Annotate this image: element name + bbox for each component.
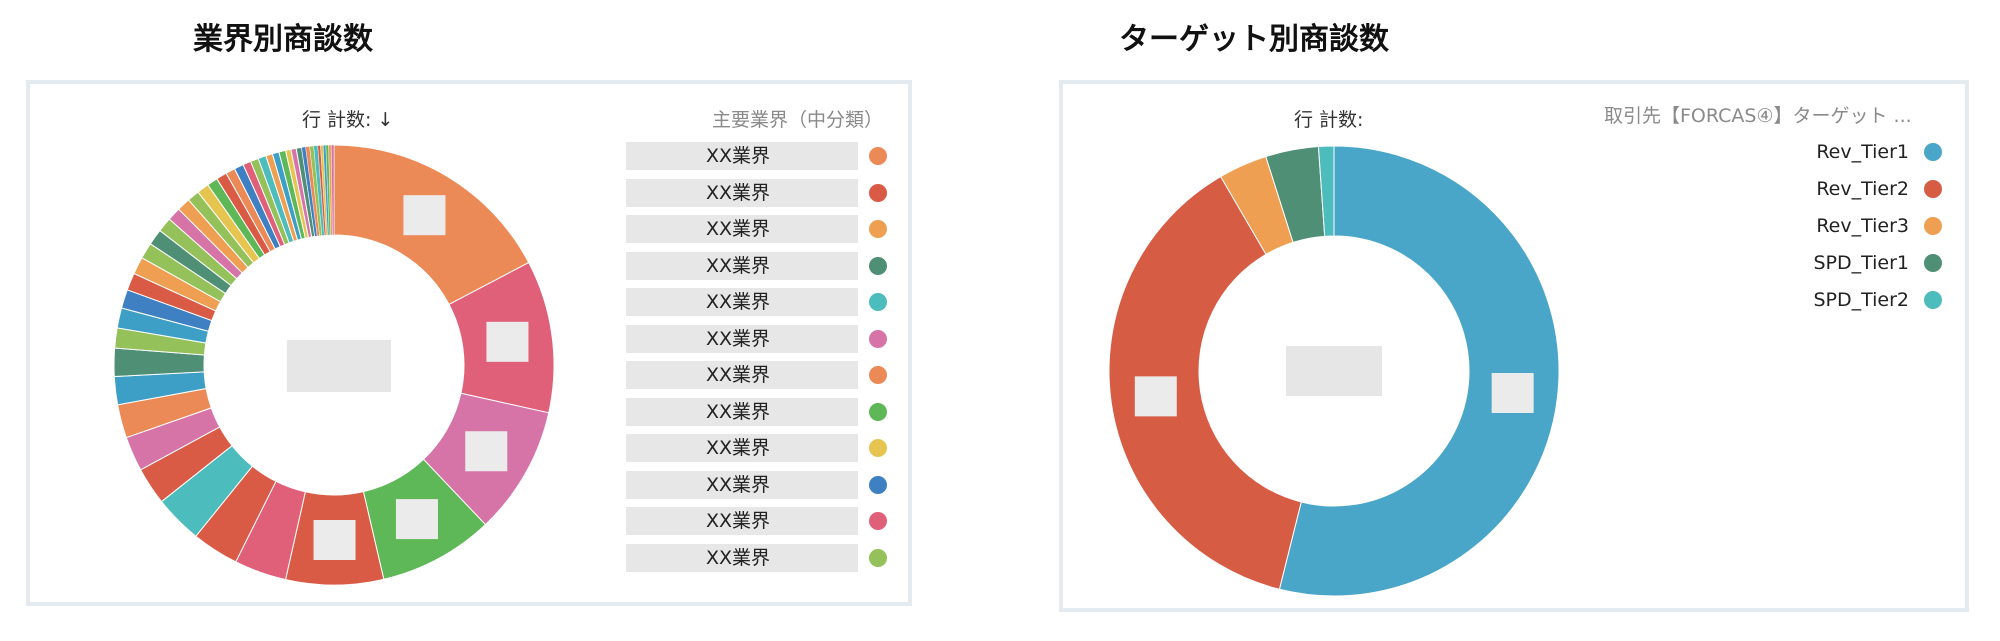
legend-item[interactable]: Rev_Tier3 [1663, 212, 1953, 240]
legend-label: Rev_Tier3 [1816, 215, 1909, 237]
center-total-placeholder [1286, 346, 1382, 396]
legend-item[interactable]: XX業界 [626, 324, 887, 353]
legend-item[interactable]: XX業界 [626, 142, 887, 170]
legend-swatch-icon [1924, 291, 1942, 309]
legend-label: Rev_Tier1 [1816, 141, 1909, 163]
data-label-placeholder [1134, 376, 1177, 417]
legend-swatch-icon [869, 220, 887, 238]
legend-label: XX業界 [706, 254, 771, 277]
legend-item[interactable]: XX業界 [626, 178, 887, 207]
legend-swatch-icon [1924, 254, 1942, 272]
center-total-placeholder [287, 340, 391, 392]
legend-label: SPD_Tier2 [1813, 289, 1909, 311]
data-label-placeholder [486, 321, 529, 362]
legend-label: XX業界 [706, 400, 771, 423]
legend-label-box [626, 178, 858, 207]
legend-label-box [626, 470, 858, 499]
legend-label: Rev_Tier2 [1816, 178, 1909, 200]
donut-slice[interactable] [331, 144, 335, 236]
legend-item[interactable]: Rev_Tier2 [1663, 175, 1953, 203]
data-label-placeholder [465, 431, 508, 472]
legend-item[interactable]: XX業界 [626, 470, 887, 499]
legend-item[interactable]: XX業界 [626, 543, 887, 572]
data-label-placeholder [1491, 372, 1534, 413]
industry-legend: XX業界 XX業界 XX業界 XX業界 XX業界 XX業界 XX業界 XX業界 XX業界 XX業界… [626, 142, 887, 582]
legend-swatch-icon [869, 366, 887, 384]
donut-slice[interactable] [1278, 145, 1560, 597]
donut-slice[interactable] [1317, 145, 1335, 237]
legend-item[interactable]: XX業界 [626, 215, 887, 243]
legend-swatch-icon [869, 548, 887, 567]
donut-slice[interactable] [1108, 175, 1302, 590]
legend-label-box [626, 251, 858, 280]
legend-label: XX業界 [706, 364, 771, 386]
legend-label: XX業界 [706, 510, 771, 532]
legend-swatch-icon [1924, 180, 1942, 198]
legend-label-box [626, 397, 858, 426]
legend-label: XX業界 [706, 437, 771, 459]
legend-swatch-icon [869, 293, 887, 311]
legend-swatch-icon [1924, 217, 1942, 235]
legend-item[interactable]: XX業界 [626, 288, 887, 316]
legend-swatch-icon [869, 475, 887, 494]
legend-label: XX業界 [706, 546, 771, 569]
legend-item[interactable]: Rev_Tier1 [1663, 138, 1953, 166]
legend-label: XX業界 [706, 145, 771, 167]
chart-title-industry: 業界別商談数 [193, 22, 373, 57]
legend-item[interactable]: XX業界 [626, 397, 887, 426]
legend-label: XX業界 [706, 181, 771, 204]
target-legend: Rev_Tier1 Rev_Tier2 Rev_Tier3 SPD_Tier1 SPD_… [1663, 138, 1953, 318]
legend-item[interactable]: XX業界 [626, 434, 887, 462]
legend-swatch-icon [869, 147, 887, 165]
legend-label-box [626, 324, 858, 353]
legend-item[interactable]: XX業界 [626, 361, 887, 389]
legend-swatch-icon [869, 256, 887, 275]
legend-swatch-icon [869, 183, 887, 202]
chart-title-target: ターゲット別商談数 [1119, 22, 1389, 57]
measure-label-target[interactable]: 行 計数: [1294, 109, 1364, 131]
legend-title-industry: 主要業界（中分類） [712, 109, 884, 131]
legend-label: XX業界 [706, 327, 771, 350]
measure-label-industry[interactable]: 行 計数: ↓ [302, 109, 394, 131]
legend-label-box [626, 288, 858, 316]
legend-item[interactable]: SPD_Tier1 [1663, 249, 1953, 277]
data-label-placeholder [395, 499, 438, 540]
legend-label: XX業界 [706, 473, 771, 496]
legend-item[interactable]: XX業界 [626, 251, 887, 280]
legend-item[interactable]: SPD_Tier2 [1663, 286, 1953, 314]
legend-label: XX業界 [706, 291, 771, 313]
legend-title-target: 取引先【FORCAS④】ターゲット ... [1604, 105, 1912, 127]
legend-label-box [626, 507, 858, 535]
legend-swatch-icon [869, 439, 887, 457]
legend-item[interactable]: XX業界 [626, 507, 887, 535]
legend-label-box [626, 434, 858, 462]
data-label-placeholder [403, 195, 446, 236]
legend-label-box [626, 361, 858, 389]
legend-label-box [626, 543, 858, 572]
legend-swatch-icon [1924, 143, 1942, 161]
legend-label-box [626, 215, 858, 243]
legend-swatch-icon [869, 402, 887, 421]
legend-label-box [626, 142, 858, 170]
target-donut [1108, 145, 1560, 597]
legend-swatch-icon [869, 512, 887, 530]
data-label-placeholder [313, 519, 356, 560]
legend-label: SPD_Tier1 [1813, 252, 1909, 274]
legend-swatch-icon [869, 329, 887, 348]
legend-label: XX業界 [706, 218, 771, 240]
industry-donut [113, 144, 555, 586]
